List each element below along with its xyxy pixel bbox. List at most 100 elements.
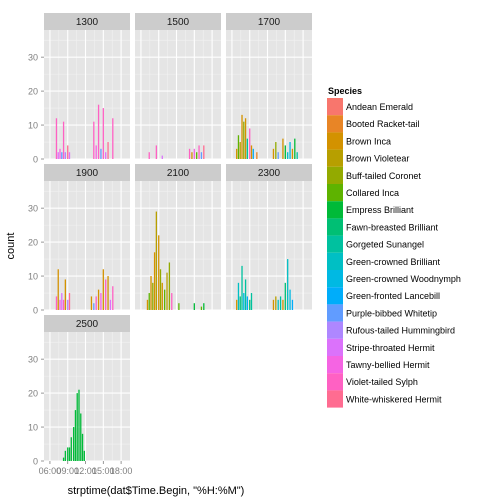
y-tick-label: 20 bbox=[28, 87, 38, 97]
bar bbox=[239, 296, 241, 310]
bar bbox=[237, 282, 240, 310]
legend-key bbox=[327, 373, 343, 391]
bar bbox=[272, 148, 275, 159]
bar bbox=[67, 299, 69, 310]
legend-key bbox=[327, 390, 343, 408]
bar bbox=[252, 148, 254, 159]
bar bbox=[166, 272, 168, 310]
bar bbox=[294, 138, 296, 159]
bar bbox=[73, 427, 75, 461]
bar bbox=[100, 148, 102, 159]
bar bbox=[243, 121, 245, 159]
bar bbox=[105, 152, 107, 159]
bar bbox=[168, 262, 171, 310]
legend-key bbox=[327, 218, 343, 236]
facet-strip-label: 2100 bbox=[167, 168, 190, 179]
facet-strip-label: 1300 bbox=[76, 17, 99, 28]
bar bbox=[239, 142, 241, 159]
facet-panels: 1300 1500 1700 1900 2100 2300 2500 bbox=[44, 13, 312, 462]
facet-strip bbox=[226, 164, 312, 181]
bar bbox=[246, 138, 249, 159]
bar bbox=[287, 259, 289, 310]
facet-strip bbox=[226, 13, 312, 30]
bar bbox=[62, 457, 65, 461]
bar bbox=[249, 128, 251, 159]
bar bbox=[64, 152, 67, 159]
y-tick-label: 30 bbox=[28, 53, 38, 63]
bar bbox=[152, 282, 154, 310]
plot-background bbox=[226, 30, 312, 159]
bar bbox=[105, 279, 107, 310]
facet-strip-label: 2300 bbox=[258, 168, 281, 179]
facet-strip-label: 1700 bbox=[258, 17, 281, 28]
plot-background bbox=[44, 332, 130, 461]
bar bbox=[237, 135, 240, 159]
legend-label: Gorgeted Sunangel bbox=[346, 240, 424, 250]
legend-title: Species bbox=[328, 86, 362, 96]
bar bbox=[64, 450, 67, 461]
bar bbox=[161, 155, 163, 159]
bar bbox=[61, 293, 63, 310]
bar bbox=[74, 410, 77, 461]
legend-key bbox=[327, 115, 343, 133]
bar bbox=[55, 118, 58, 159]
y-tick-label: 0 bbox=[33, 457, 38, 467]
bar bbox=[109, 299, 112, 310]
bar bbox=[153, 252, 156, 310]
y-tick-label: 0 bbox=[33, 306, 38, 316]
bar bbox=[57, 269, 59, 310]
legend-key bbox=[327, 338, 343, 356]
bar bbox=[112, 118, 114, 159]
bar bbox=[97, 104, 100, 159]
legend-label: Fawn-breasted Brilliant bbox=[346, 222, 439, 232]
bar bbox=[68, 293, 71, 310]
legend-label: Buff-tailed Coronet bbox=[346, 171, 421, 181]
bar bbox=[67, 145, 69, 159]
bar bbox=[161, 282, 163, 310]
bar bbox=[243, 293, 245, 310]
legend: Species Andean Emerald Booted Racket-tail B… bbox=[327, 86, 461, 408]
bar bbox=[93, 121, 95, 159]
x-tick-label: 18:00 bbox=[110, 466, 133, 476]
bar bbox=[193, 303, 195, 310]
bar bbox=[95, 296, 97, 310]
legend-key bbox=[327, 304, 343, 322]
bar bbox=[76, 393, 78, 461]
legend-label: Andean Emerald bbox=[346, 102, 413, 112]
x-tick-label: 06:00 bbox=[39, 466, 62, 476]
facet-panel-2500: 2500 bbox=[44, 315, 130, 462]
legend-label: Violet-tailed Sylph bbox=[346, 377, 418, 387]
bar bbox=[291, 148, 294, 159]
facet-panel-1500: 1500 bbox=[135, 13, 221, 160]
bar bbox=[150, 276, 152, 310]
bar bbox=[236, 299, 238, 310]
bar bbox=[277, 152, 279, 159]
bar bbox=[68, 447, 71, 461]
plot-background bbox=[135, 181, 221, 310]
bar bbox=[241, 265, 243, 310]
bar bbox=[59, 299, 61, 310]
legend-key bbox=[327, 270, 343, 288]
bar bbox=[164, 289, 166, 310]
legend-label: Brown Violetear bbox=[346, 154, 409, 164]
legend-label: Booted Racket-tail bbox=[346, 119, 420, 129]
bar bbox=[289, 142, 291, 159]
bar bbox=[95, 145, 97, 159]
bar bbox=[155, 211, 158, 310]
bar bbox=[102, 108, 104, 159]
bar bbox=[287, 152, 289, 159]
legend-key bbox=[327, 201, 343, 219]
bar bbox=[198, 145, 200, 159]
legend-label: Brown Inca bbox=[346, 136, 391, 146]
facet-strip bbox=[44, 13, 130, 30]
bar bbox=[272, 299, 275, 310]
bar bbox=[275, 142, 277, 159]
bar bbox=[155, 145, 158, 159]
bar bbox=[193, 148, 195, 159]
facet-panel-2300: 2300 bbox=[226, 164, 312, 311]
bar bbox=[200, 306, 203, 310]
bar bbox=[282, 299, 284, 310]
facet-panel-2100: 2100 bbox=[135, 164, 221, 311]
facet-strip bbox=[135, 13, 221, 30]
bar bbox=[146, 299, 149, 310]
